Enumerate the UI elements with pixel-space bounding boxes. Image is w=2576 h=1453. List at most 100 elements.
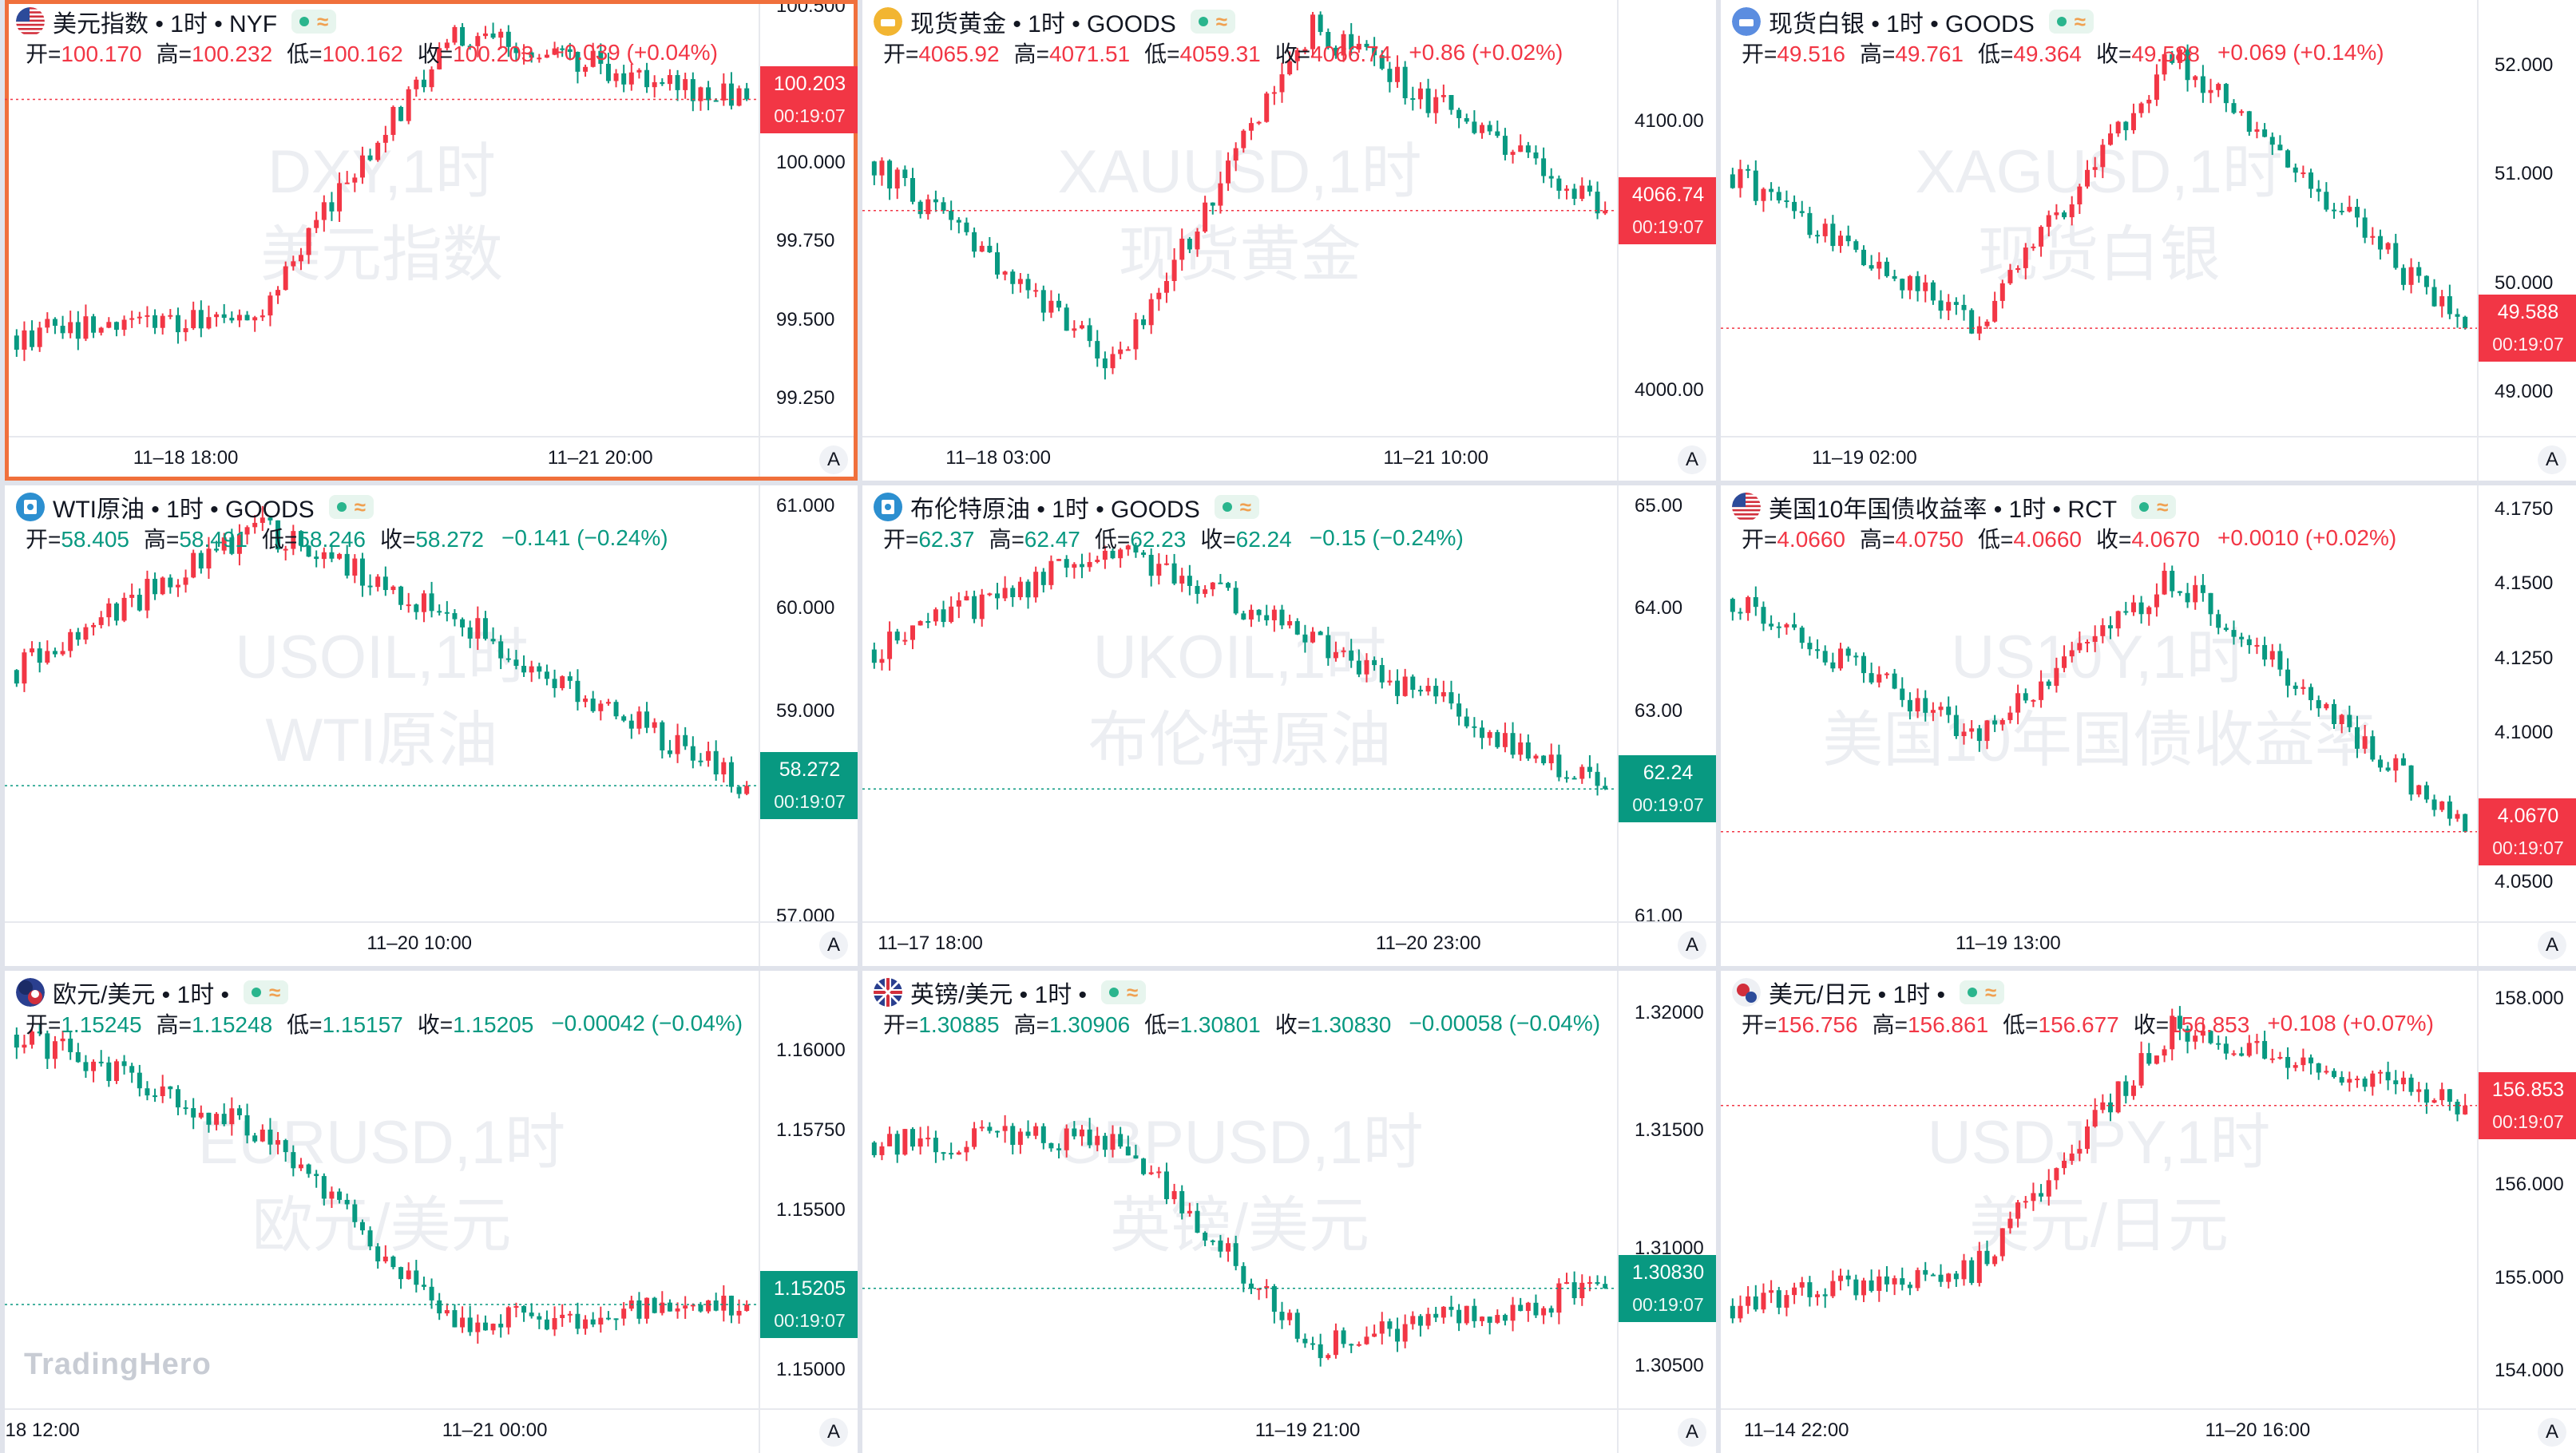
candle: [1241, 1262, 1246, 1293]
symbol-title[interactable]: WTI原油 • 1时 • GOODS: [53, 497, 315, 523]
candlestick-plot[interactable]: [5, 0, 759, 436]
ohlc-open: 开=156.756: [1742, 1008, 1866, 1039]
candlestick-plot[interactable]: [1721, 971, 2477, 1408]
candle: [1449, 94, 1454, 115]
auto-scale-button[interactable]: A: [2538, 931, 2566, 960]
market-status[interactable]: ≈: [1214, 495, 1259, 519]
symbol-title[interactable]: 英镑/美元 • 1时 •: [910, 982, 1088, 1008]
chart-pane[interactable]: GBPUSD,1时 英镑/美元 1.32000 1.31500 1.31000 1.305…: [862, 971, 1716, 1453]
time-axis[interactable]: 11–19 21:00: [862, 1408, 1617, 1453]
candle: [414, 603, 419, 620]
price-axis[interactable]: 1.16000 1.15750 1.15500 1.15000 1.15205 00:19…: [759, 971, 858, 1408]
symbol-legend[interactable]: 美国10年国债收益率 • 1时 • RCT ≈: [1732, 490, 2177, 524]
symbol-title[interactable]: 美国10年国债收益率 • 1时 • RCT: [1769, 497, 2118, 523]
time-axis[interactable]: 11–17 18:00 11–20 23:00: [862, 921, 1617, 966]
approx-data-icon: ≈: [1239, 495, 1251, 519]
price-axis[interactable]: 52.000 51.000 50.000 49.000 49.588 00:19:07: [2477, 0, 2576, 436]
market-status[interactable]: ≈: [1101, 980, 1147, 1004]
market-status[interactable]: ≈: [291, 10, 337, 34]
time-axis[interactable]: 18 12:00 11–21 00:00: [5, 1408, 759, 1453]
auto-scale-button[interactable]: A: [1678, 1418, 1706, 1447]
candle: [1923, 1261, 1928, 1281]
price-axis[interactable]: 1.32000 1.31500 1.31000 1.30500 1.30830 00:19…: [1617, 971, 1716, 1408]
price-axis[interactable]: 65.00 64.00 63.00 61.00 62.24 00:19:07: [1617, 485, 1716, 927]
candle: [1241, 129, 1246, 153]
symbol-title[interactable]: 现货黄金 • 1时 • GOODS: [910, 11, 1176, 38]
auto-scale-button[interactable]: A: [1678, 931, 1706, 960]
price-axis[interactable]: 100.500100.250100.00099.75099.50099.2501…: [759, 0, 858, 436]
auto-scale-button[interactable]: A: [1678, 445, 1706, 474]
candle: [2208, 1030, 2213, 1045]
market-status[interactable]: ≈: [244, 980, 289, 1004]
candle: [1946, 1273, 1952, 1289]
ohlc-low-label: 低=: [1978, 527, 2014, 552]
candlestick-plot[interactable]: [5, 485, 759, 921]
time-axis[interactable]: 11–19 02:00: [1721, 436, 2477, 481]
price-axis[interactable]: 61.000 60.000 59.000 57.000 58.272 00:19:07: [759, 485, 858, 927]
price-tick-label: 61.000: [776, 494, 835, 517]
candle: [1992, 291, 1998, 323]
candlestick-plot[interactable]: [1721, 0, 2477, 436]
time-axis[interactable]: 11–19 13:00: [1721, 921, 2477, 966]
symbol-legend[interactable]: 美元/日元 • 1时 • ≈: [1732, 976, 2005, 1009]
market-status[interactable]: ≈: [2131, 495, 2177, 519]
time-axis[interactable]: 11–20 10:00: [5, 921, 759, 966]
candle: [964, 1141, 969, 1162]
chart-pane[interactable]: USDJPY,1时美元/日元158.000157.000156.000155.0…: [1721, 971, 2576, 1453]
market-status[interactable]: ≈: [328, 495, 374, 519]
candlestick-plot[interactable]: [1721, 485, 2477, 921]
market-status[interactable]: ≈: [2048, 10, 2094, 34]
symbol-title[interactable]: 美元/日元 • 1时 •: [1769, 982, 1946, 1008]
candle: [490, 627, 496, 644]
market-status[interactable]: ≈: [1190, 10, 1235, 34]
symbol-legend[interactable]: 现货黄金 • 1时 • GOODS ≈: [874, 5, 1235, 38]
axis-corner: A: [2477, 1408, 2576, 1453]
chart-pane[interactable]: UKOIL,1时 布伦特原油 65.00 64.00 63.00 61.00 62.24 00…: [862, 485, 1716, 966]
price-axis[interactable]: 4100.00 4000.00 4066.74 00:19:07: [1617, 0, 1716, 436]
candlestick-plot[interactable]: [862, 0, 1617, 436]
symbol-title[interactable]: 美元指数 • 1时 • NYF: [53, 11, 278, 38]
silver-icon: [1732, 7, 1761, 36]
symbol-legend[interactable]: 英镑/美元 • 1时 • ≈: [874, 976, 1147, 1009]
auto-scale-button[interactable]: A: [2538, 445, 2566, 474]
chart-pane[interactable]: US10Y,1时 美国10年国债收益率 4.1750 4.1500 4.1250 4.10…: [1721, 485, 2576, 966]
candle: [160, 1075, 165, 1103]
last-price-value: 62.24: [1643, 762, 1694, 785]
candlestick-plot[interactable]: [862, 485, 1617, 921]
last-price-label: 62.24 00:19:07: [1619, 755, 1716, 823]
candle: [306, 228, 311, 264]
symbol-legend[interactable]: 欧元/美元 • 1时 • ≈: [16, 976, 289, 1009]
auto-scale-button[interactable]: A: [819, 445, 848, 474]
price-axis[interactable]: 4.17504.15004.12504.10004.07504.05004.06…: [2477, 485, 2576, 921]
candle: [452, 609, 458, 627]
symbol-title[interactable]: 布伦特原油 • 1时 • GOODS: [910, 497, 1200, 523]
candlestick-plot[interactable]: [862, 971, 1617, 1408]
chart-pane[interactable]: DXY,1时美元指数100.500100.250100.00099.75099.…: [5, 0, 858, 481]
price-axis[interactable]: 158.000157.000156.000155.000154.000156.8…: [2477, 971, 2576, 1408]
symbol-title[interactable]: 欧元/美元 • 1时 •: [53, 982, 230, 1008]
candlestick-plot[interactable]: [5, 971, 759, 1408]
candle: [1203, 1231, 1208, 1247]
auto-scale-button[interactable]: A: [819, 931, 848, 960]
auto-scale-button[interactable]: A: [819, 1418, 848, 1447]
symbol-legend[interactable]: 现货白银 • 1时 • GOODS ≈: [1732, 5, 2094, 38]
chart-pane[interactable]: XAGUSD,1时 现货白银 52.000 51.000 50.000 49.000 49.…: [1721, 0, 2576, 481]
candle: [145, 306, 150, 328]
auto-scale-button[interactable]: A: [2538, 1418, 2566, 1447]
symbol-title[interactable]: 现货白银 • 1时 • GOODS: [1769, 11, 2035, 38]
price-tick-label: 60.000: [776, 597, 835, 620]
chart-pane[interactable]: USOIL,1时 WTI原油 61.000 60.000 59.000 57.000 58.…: [5, 485, 858, 966]
candle: [2138, 101, 2144, 118]
candle: [987, 1122, 993, 1134]
candle: [359, 552, 365, 597]
chart-pane[interactable]: XAUUSD,1时 现货黄金 4100.00 4000.00 4066.74 00:19:…: [862, 0, 1716, 481]
market-status[interactable]: ≈: [1960, 980, 2005, 1004]
symbol-legend[interactable]: 美元指数 • 1时 • NYF ≈: [16, 5, 337, 38]
time-axis[interactable]: 11–18 18:00 11–21 20:00: [5, 436, 759, 481]
candle: [129, 311, 135, 328]
candle: [1930, 702, 1936, 722]
time-axis[interactable]: 11–14 22:00 11–20 16:00: [1721, 1408, 2477, 1453]
symbol-legend[interactable]: WTI原油 • 1时 • GOODS ≈: [16, 490, 374, 524]
time-axis[interactable]: 11–18 03:00 11–21 10:00: [862, 436, 1617, 481]
symbol-legend[interactable]: 布伦特原油 • 1时 • GOODS ≈: [874, 490, 1259, 524]
